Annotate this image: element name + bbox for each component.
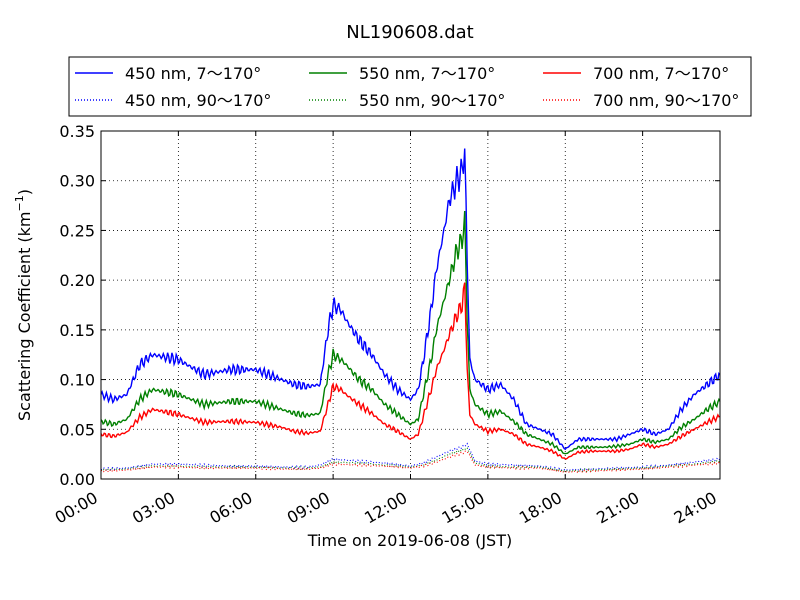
x-axis: 00:00 03:00 06:00 09:00 12:00 15:00 18:00 21:00… [52,131,721,528]
series-layer [100,148,721,474]
x-tick-label: 12:00 [361,488,410,528]
series-line-2 [100,282,721,460]
x-tick-label: 24:00 [671,488,720,528]
x-tick-label: 09:00 [284,488,333,528]
y-tick-label: 0.10 [59,371,95,390]
series-line-5 [100,450,721,474]
series-line-3 [100,442,721,472]
y-tick-label: 0.05 [59,420,95,439]
legend-label: 450 nm, 90～170° [125,91,271,110]
x-tick-label: 03:00 [129,488,178,528]
series-line-0 [100,148,721,451]
x-axis-label: Time on 2019-06-08 (JST) [307,531,512,550]
y-tick-label: 0.25 [59,221,95,240]
y-axis-label-close: ) [15,189,34,195]
y-tick-label: 0.20 [59,271,95,290]
series-line-1 [100,210,721,455]
x-tick-label: 21:00 [593,488,642,528]
x-tick-label: 15:00 [438,488,487,528]
legend-label: 700 nm, 7～170° [593,64,729,83]
legend-label: 700 nm, 90～170° [593,91,739,110]
chart-title: NL190608.dat [346,22,473,43]
legend-label: 550 nm, 90～170° [359,91,505,110]
series-line-4 [100,447,721,473]
y-tick-label: 0.35 [59,122,95,141]
y-tick-label: 0.00 [59,470,95,489]
x-tick-label: 06:00 [206,488,255,528]
y-axis: 0.00 0.05 0.10 0.15 0.20 0.25 0.30 0.35 [59,122,720,489]
x-tick-label: 00:00 [52,488,101,528]
legend-label: 550 nm, 7～170° [359,64,495,83]
y-axis-label-sup: −1 [13,195,26,211]
grid [101,131,720,479]
legend-label: 450 nm, 7～170° [125,64,261,83]
x-tick-label: 18:00 [516,488,565,528]
y-axis-label: Scattering Coefficient (km−1) [13,189,34,421]
y-tick-label: 0.15 [59,321,95,340]
legend: 450 nm, 7～170° 550 nm, 7～170° 700 nm, 7～17… [68,56,752,117]
legend-box [68,56,752,117]
y-axis-label-main: Scattering Coefficient (km [15,211,34,421]
y-tick-label: 0.30 [59,172,95,191]
